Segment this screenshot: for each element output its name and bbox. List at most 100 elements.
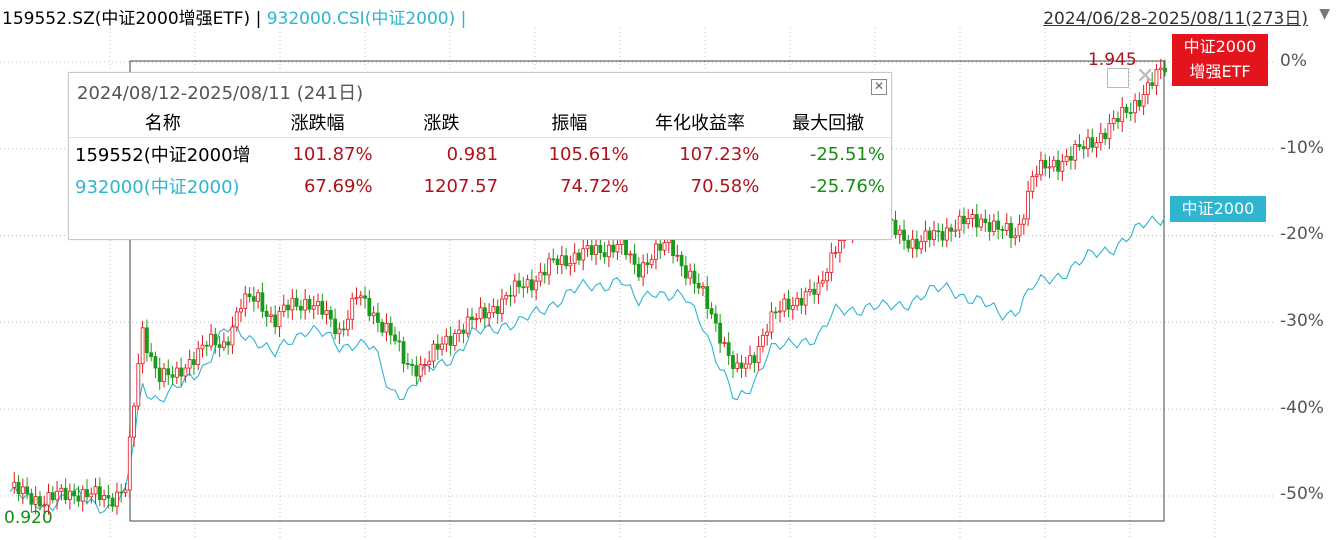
candle-body: [410, 364, 415, 366]
candle-body: [85, 489, 89, 498]
candle-body: [773, 311, 778, 314]
candle-body: [1154, 69, 1159, 86]
candle-body: [380, 321, 385, 333]
candle-body: [1158, 67, 1163, 71]
candle-body: [350, 297, 355, 320]
candle-body: [320, 300, 325, 315]
candle-body: [93, 486, 98, 495]
row-ann: 107.23%: [679, 143, 760, 165]
stats-row-etf[interactable]: 159552(中证2000增 101.87% 0.981 105.61% 107…: [69, 138, 891, 171]
candle-body: [577, 252, 581, 261]
candle-body: [688, 270, 693, 279]
close-icon[interactable]: ✕: [1136, 64, 1155, 89]
candle-body: [662, 242, 667, 251]
candle-body: [525, 279, 530, 288]
stats-row-index[interactable]: 932000(中证2000) 67.69% 1207.57 74.72% 70.…: [69, 170, 891, 202]
candle-body: [209, 333, 213, 347]
candle-body: [906, 239, 911, 249]
candle-body: [739, 362, 744, 369]
row-mdd: -25.51%: [809, 143, 885, 165]
candle-body: [157, 367, 162, 383]
index-title[interactable]: 932000.CSI(中证2000): [266, 9, 456, 29]
candle-body: [371, 312, 376, 317]
candle-body: [487, 312, 492, 319]
candle-body: [149, 352, 154, 357]
candle-body: [769, 311, 774, 333]
candle-body: [829, 252, 834, 273]
candle-body: [722, 342, 727, 345]
dropdown-arrow-icon[interactable]: ▼: [1319, 6, 1330, 22]
candle-body: [474, 318, 479, 321]
price-chart[interactable]: [0, 28, 1336, 540]
popup-close-icon[interactable]: ✕: [871, 79, 887, 95]
candle-body: [893, 219, 898, 235]
candle-body: [482, 307, 487, 319]
candle-body: [264, 310, 269, 317]
popup-title: 2024/08/12-2025/08/11 (241日): [77, 83, 364, 104]
candle-body: [718, 322, 723, 344]
y-tick-10: -10%: [1280, 138, 1324, 158]
candle-body: [500, 298, 504, 314]
candle-body: [1133, 100, 1137, 114]
candle-body: [260, 292, 265, 312]
candle-body: [67, 490, 72, 501]
candle-body: [414, 365, 419, 377]
candle-body: [765, 331, 770, 336]
candle-body: [1000, 228, 1005, 231]
candle-body: [932, 230, 936, 240]
candle-body: [427, 360, 432, 365]
candle-body: [144, 327, 149, 354]
candle-body: [444, 335, 449, 345]
candle-body: [795, 297, 800, 306]
candle-body: [470, 316, 474, 320]
candle-body: [778, 310, 782, 313]
candle-body: [808, 288, 812, 293]
candle-body: [551, 258, 556, 261]
candle-body: [337, 328, 342, 335]
candle-body: [504, 294, 509, 300]
candle-body: [1094, 142, 1099, 148]
candle-body: [547, 258, 551, 276]
candle-body: [953, 229, 958, 232]
y-tick-0: 0%: [1280, 51, 1307, 71]
candle-body: [701, 286, 705, 289]
candle-body: [251, 296, 256, 302]
candle-body: [346, 318, 350, 330]
candle-body: [97, 486, 102, 501]
candle-body: [196, 348, 201, 366]
candle-body: [628, 253, 633, 256]
candle-body: [166, 368, 171, 376]
candle-body: [388, 323, 393, 336]
candle-body: [611, 244, 616, 253]
candle-body: [153, 356, 158, 369]
candle-body: [949, 227, 954, 232]
candle-body: [495, 306, 500, 314]
candle-body: [598, 244, 603, 254]
candle-body: [110, 497, 115, 507]
candle-body: [1056, 159, 1060, 172]
row-amp: 105.61%: [548, 143, 629, 165]
candle-body: [649, 259, 654, 266]
candle-body: [140, 327, 145, 365]
candle-body: [341, 328, 346, 331]
candle-body: [555, 258, 560, 266]
y-tick-40: -40%: [1280, 398, 1324, 418]
y-tick-50: -50%: [1280, 484, 1324, 504]
candle-body: [29, 493, 34, 505]
candle-body: [641, 262, 646, 278]
etf-title[interactable]: 159552.SZ(中证2000增强ETF): [2, 9, 251, 29]
candle-body: [384, 323, 389, 333]
title-separator: |: [250, 9, 267, 29]
candle-body: [1163, 67, 1167, 73]
candle-body: [1017, 223, 1022, 237]
candle-body: [1051, 159, 1056, 168]
date-range-selector[interactable]: 2024/06/28-2025/08/11(273日): [1043, 9, 1308, 29]
candle-body: [1064, 155, 1069, 163]
candle-body: [696, 282, 701, 289]
candle-body: [1086, 137, 1090, 150]
col-pct: 涨跌幅: [256, 107, 379, 138]
candle-body: [226, 341, 231, 346]
candle-body: [654, 243, 658, 260]
candle-body: [1150, 82, 1155, 86]
maximize-icon[interactable]: [1107, 68, 1129, 88]
